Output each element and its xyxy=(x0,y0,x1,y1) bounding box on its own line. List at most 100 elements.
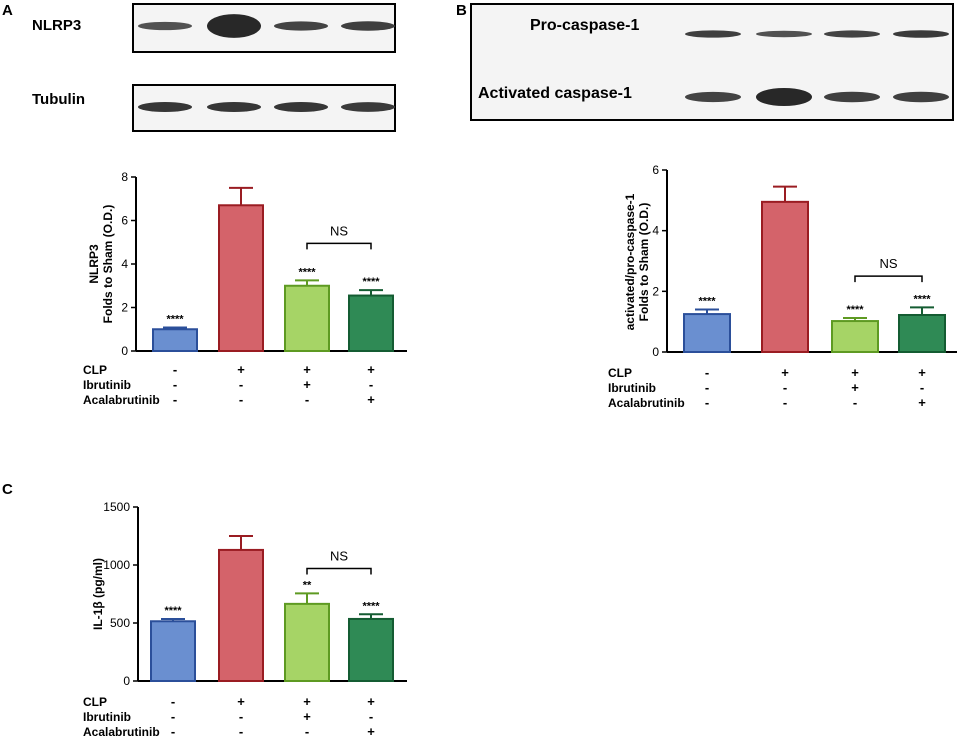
blot-band xyxy=(274,102,328,112)
treatment-sign: - xyxy=(705,380,709,395)
blot-band xyxy=(207,102,261,112)
treatment-sign: + xyxy=(851,365,859,380)
y-axis-label: Folds to Sham (O.D.) xyxy=(637,203,651,322)
significance-label: **** xyxy=(164,605,182,617)
blot-label: Activated caspase-1 xyxy=(478,85,632,102)
treatment-sign: - xyxy=(239,392,243,407)
treatment-sign: - xyxy=(239,724,243,739)
y-tick-label: 4 xyxy=(121,257,128,271)
treatment-sign: - xyxy=(305,724,309,739)
y-tick-label: 6 xyxy=(652,163,659,177)
blot-band xyxy=(893,30,949,38)
blot-band xyxy=(341,102,395,112)
treatment-label: CLP xyxy=(83,363,107,377)
bar-4 xyxy=(898,313,946,354)
significance-label: **** xyxy=(846,304,864,316)
blot-band xyxy=(138,102,192,112)
blot-band xyxy=(756,30,812,38)
bar-3 xyxy=(284,284,330,352)
y-axis-label: IL-1β (pg/ml) xyxy=(91,558,105,630)
blot-band xyxy=(893,91,949,103)
significance-label: **** xyxy=(362,276,380,288)
bar-2 xyxy=(218,548,264,682)
treatment-label: Acalabrutinib xyxy=(608,396,685,410)
treatment-sign: - xyxy=(369,377,373,392)
chart-a: 0 2 4 6 8 NLRP3 Folds to Sham (O.D.) **** **** **… xyxy=(83,170,407,407)
bar-2 xyxy=(218,204,264,352)
treatment-sign: - xyxy=(173,362,177,377)
blot-band xyxy=(138,21,192,31)
treatment-sign: + xyxy=(367,362,375,377)
treatment-sign: + xyxy=(851,380,859,395)
y-axis-label: Folds to Sham (O.D.) xyxy=(101,205,115,324)
western-blots: NLRP3 Tubulin Pro-caspase-1 Activated caspa… xyxy=(32,3,954,132)
treatment-label: Acalabrutinib xyxy=(83,725,160,739)
blot-b: Pro-caspase-1 Activated caspase-1 xyxy=(470,3,954,121)
blot-band xyxy=(274,21,328,31)
treatment-sign: + xyxy=(303,377,311,392)
significance-label: ** xyxy=(303,579,312,591)
y-axis-label: NLRP3 xyxy=(87,244,101,284)
bar-1 xyxy=(152,328,198,352)
treatment-sign: - xyxy=(369,709,373,724)
treatment-sign: - xyxy=(783,380,787,395)
y-tick-label: 1500 xyxy=(103,500,130,514)
blot-band xyxy=(685,30,741,38)
treatment-label: CLP xyxy=(608,366,632,380)
bar-2 xyxy=(761,200,809,353)
y-tick-label: 500 xyxy=(110,616,130,630)
treatment-label: Acalabrutinib xyxy=(83,393,160,407)
y-tick-label: 0 xyxy=(652,345,659,359)
blot-band xyxy=(685,91,741,103)
treatment-sign: - xyxy=(171,694,175,709)
blot-band xyxy=(824,30,880,38)
bar-4 xyxy=(348,617,394,683)
panel-letter-c: C xyxy=(2,481,13,498)
bar-4 xyxy=(348,294,394,353)
comparison-label: NS xyxy=(879,256,897,271)
treatment-sign: - xyxy=(171,709,175,724)
blot-label: Pro-caspase-1 xyxy=(530,17,639,34)
comparison-bracket xyxy=(854,275,923,283)
treatment-label: Ibrutinib xyxy=(608,381,656,395)
blot-a-row-1: NLRP3 xyxy=(32,3,396,53)
y-tick-label: 2 xyxy=(121,301,128,315)
significance-label: **** xyxy=(698,296,716,308)
y-tick-label: 1000 xyxy=(103,558,130,572)
y-tick-label: 6 xyxy=(121,214,128,228)
treatment-sign: + xyxy=(918,395,926,410)
treatment-sign: - xyxy=(920,380,924,395)
treatment-sign: - xyxy=(705,365,709,380)
y-tick-label: 0 xyxy=(123,674,130,688)
significance-label: **** xyxy=(166,314,184,326)
treatment-sign: + xyxy=(303,362,311,377)
treatment-sign: - xyxy=(239,709,243,724)
blot-band xyxy=(207,14,261,38)
treatment-sign: - xyxy=(239,377,243,392)
blot-band xyxy=(341,21,395,31)
treatment-sign: + xyxy=(237,694,245,709)
y-tick-label: 2 xyxy=(652,284,659,298)
bar-1 xyxy=(150,620,196,683)
treatment-sign: - xyxy=(173,392,177,407)
treatment-sign: + xyxy=(367,724,375,739)
blot-a-row-2: Tubulin xyxy=(32,84,396,132)
treatment-sign: + xyxy=(918,365,926,380)
treatment-sign: - xyxy=(853,395,857,410)
significance-label: **** xyxy=(298,266,316,278)
y-tick-label: 8 xyxy=(121,170,128,184)
bar-3 xyxy=(284,602,330,682)
comparison-bracket xyxy=(306,567,372,575)
treatment-sign: + xyxy=(367,392,375,407)
treatment-sign: - xyxy=(305,392,309,407)
treatment-sign: + xyxy=(367,694,375,709)
treatment-sign: + xyxy=(237,362,245,377)
treatment-sign: + xyxy=(303,694,311,709)
treatment-label: CLP xyxy=(83,695,107,709)
treatment-sign: - xyxy=(171,724,175,739)
y-tick-label: 0 xyxy=(121,344,128,358)
significance-label: **** xyxy=(362,600,380,612)
treatment-sign: - xyxy=(783,395,787,410)
